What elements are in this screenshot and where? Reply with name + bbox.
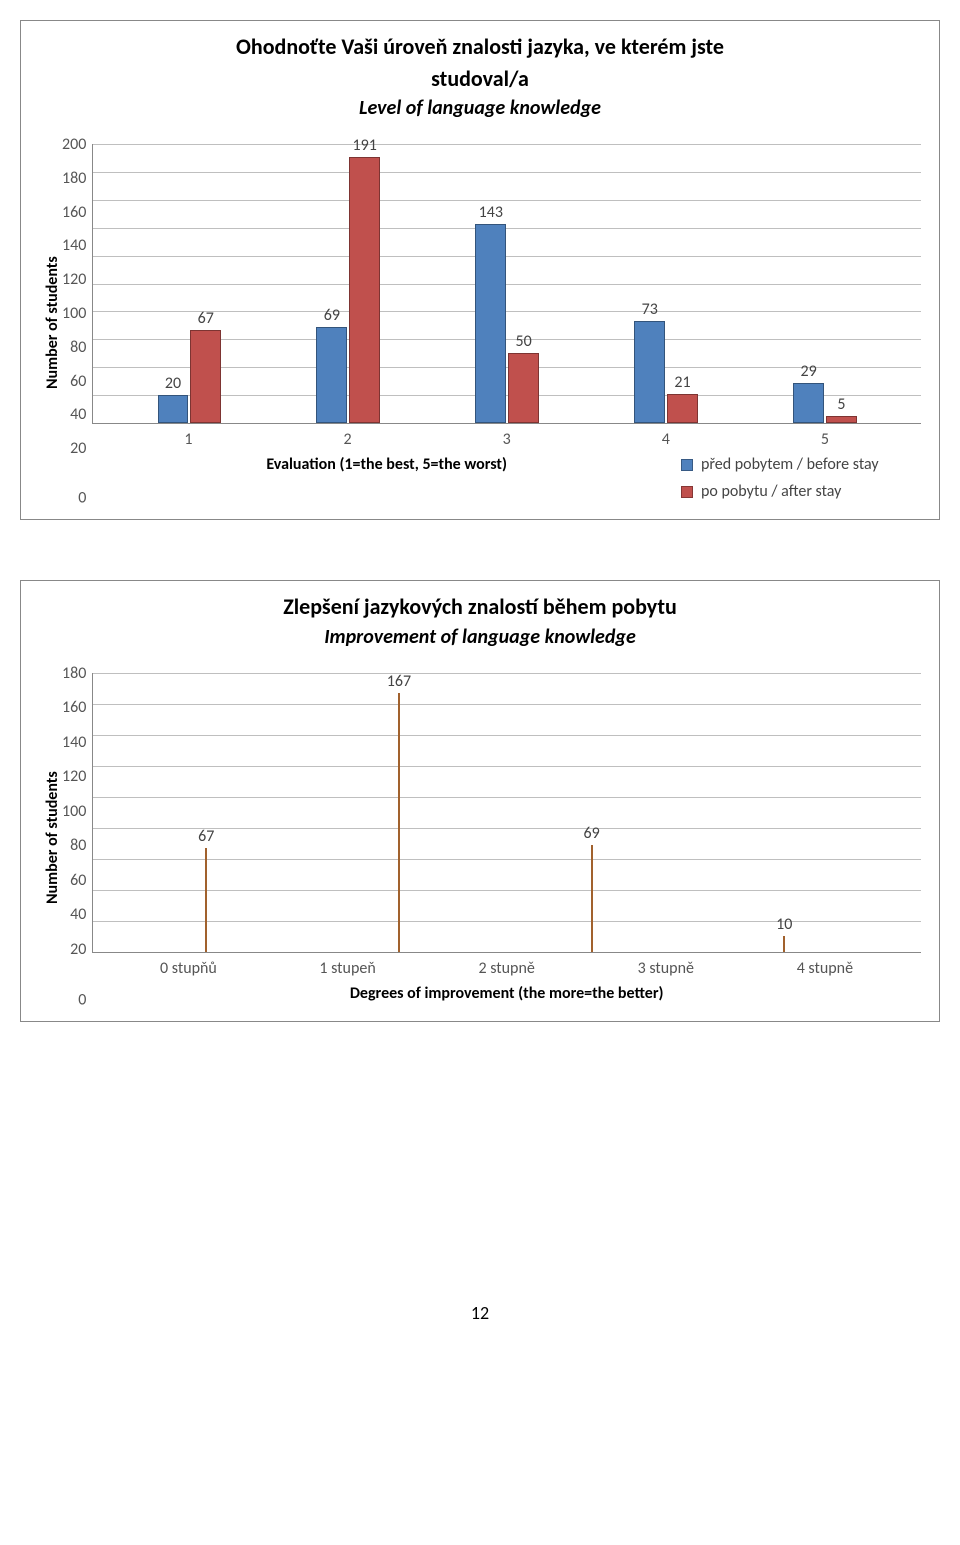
bar-value-label: 29 (801, 362, 817, 381)
bar-group: 2067 (110, 144, 269, 423)
chart1-legend: před pobytem / before stay po pobytu / af… (681, 455, 921, 501)
bar: 5 (826, 416, 857, 423)
y-tick: 180 (62, 169, 86, 203)
bar-value-label: 50 (515, 332, 531, 351)
bar-value-label: 67 (198, 827, 214, 846)
x-tick: 4 stupně (745, 959, 904, 978)
chart2-y-ticks: 180160140120100806040200 (62, 673, 92, 1003)
bar: 21 (667, 394, 698, 423)
bar: 29 (793, 383, 824, 423)
x-tick: 4 (586, 430, 745, 449)
bar-value-label: 10 (776, 915, 792, 934)
y-tick: 100 (62, 304, 86, 338)
chart1-x-ticks: 12345 (92, 424, 921, 449)
bar-value-label: 21 (674, 373, 690, 392)
chart2-x-ticks: 0 stupňů1 stupeň2 stupně3 stupně4 stupně (92, 953, 921, 978)
x-tick: 0 stupňů (109, 959, 268, 978)
legend-label: před pobytem / before stay (701, 455, 879, 474)
bar: 20 (158, 395, 189, 423)
y-tick: 40 (62, 406, 86, 440)
chart2-plot-area: 6716769101 (92, 673, 921, 953)
chart2-x-axis-label: Degrees of improvement (the more=the bet… (92, 984, 921, 1003)
chart1-y-axis-label: Number of students (39, 144, 62, 501)
legend-item: před pobytem / before stay (681, 455, 921, 474)
bar-value-label: 167 (387, 672, 411, 691)
chart2-title: Zlepšení jazykových znalostí během pobyt… (39, 593, 921, 621)
bar-group: 295 (746, 144, 905, 423)
y-tick: 20 (62, 940, 86, 975)
y-tick: 120 (62, 767, 86, 802)
y-tick: 200 (62, 135, 86, 169)
bar-value-label: 69 (583, 824, 599, 843)
y-tick: 160 (62, 698, 86, 733)
chart2-bars: 6716769101 (93, 673, 921, 952)
y-tick: 120 (62, 270, 86, 304)
chart2-subtitle: Improvement of language knowledge (39, 625, 921, 649)
bar-group: 69 (495, 673, 688, 952)
bar-group: 167 (303, 673, 496, 952)
bar: 10 (783, 936, 785, 952)
chart1-title-line2: studoval/a (39, 65, 921, 93)
chart1-title-line1: Ohodnoťte Vaši úroveň znalosti jazyka, v… (39, 33, 921, 61)
y-tick: 80 (62, 837, 86, 872)
bar: 50 (508, 353, 539, 423)
x-tick: 1 stupeň (268, 959, 427, 978)
bar: 73 (634, 321, 665, 423)
chart-language-improvement: Zlepšení jazykových znalostí během pobyt… (20, 580, 940, 1022)
x-tick: 3 stupně (586, 959, 745, 978)
bar-group: 69191 (269, 144, 428, 423)
chart1-x-axis-label: Evaluation (1=the best, 5=the worst) (92, 455, 681, 474)
y-tick: 100 (62, 802, 86, 837)
bar-value-label: 5 (837, 395, 845, 414)
y-tick: 20 (62, 439, 86, 473)
chart1-bars: 206769191143507321295 (93, 144, 921, 423)
bar-group: 67 (110, 673, 303, 952)
x-tick: 5 (745, 430, 904, 449)
x-tick: 3 (427, 430, 586, 449)
y-tick: 140 (62, 733, 86, 768)
y-tick: 140 (62, 237, 86, 271)
bar-group: 14350 (428, 144, 587, 423)
chart1-plot-area: 206769191143507321295 (92, 144, 921, 424)
chart2-y-axis-label: Number of students (39, 673, 62, 1003)
y-tick: 40 (62, 906, 86, 941)
bar: 67 (205, 848, 207, 952)
y-tick: 60 (62, 871, 86, 906)
chart1-subtitle: Level of language knowledge (39, 96, 921, 120)
x-tick: 2 stupně (427, 959, 586, 978)
bar-group: 7321 (587, 144, 746, 423)
legend-swatch (681, 486, 693, 498)
x-tick: 2 (268, 430, 427, 449)
chart1-body: Number of students 200180160140120100806… (39, 144, 921, 501)
chart2-body: Number of students 180160140120100806040… (39, 673, 921, 1003)
bar-group: 10 (688, 673, 881, 952)
bar: 167 (398, 693, 400, 952)
legend-swatch (681, 459, 693, 471)
y-tick: 80 (62, 338, 86, 372)
bar-value-label: 191 (352, 136, 376, 155)
bar-value-label: 143 (479, 203, 503, 222)
bar: 191 (349, 157, 380, 423)
bar: 67 (190, 330, 221, 423)
bar: 69 (316, 327, 347, 423)
bar-value-label: 69 (324, 306, 340, 325)
y-tick: 60 (62, 372, 86, 406)
chart1-y-ticks: 200180160140120100806040200 (62, 144, 92, 501)
legend-label: po pobytu / after stay (701, 482, 841, 501)
y-tick: 0 (62, 488, 86, 507)
bar-group: 1 (881, 673, 960, 952)
legend-item: po pobytu / after stay (681, 482, 921, 501)
bar-value-label: 73 (642, 300, 658, 319)
chart-language-level: Ohodnoťte Vaši úroveň znalosti jazyka, v… (20, 20, 940, 520)
page-number: 12 (20, 1302, 940, 1324)
y-tick: 0 (62, 990, 86, 1009)
x-tick: 1 (109, 430, 268, 449)
bar-value-label: 20 (165, 374, 181, 393)
y-tick: 180 (62, 664, 86, 699)
bar: 69 (591, 845, 593, 952)
bar: 143 (475, 224, 506, 423)
y-tick: 160 (62, 203, 86, 237)
bar-value-label: 67 (198, 309, 214, 328)
